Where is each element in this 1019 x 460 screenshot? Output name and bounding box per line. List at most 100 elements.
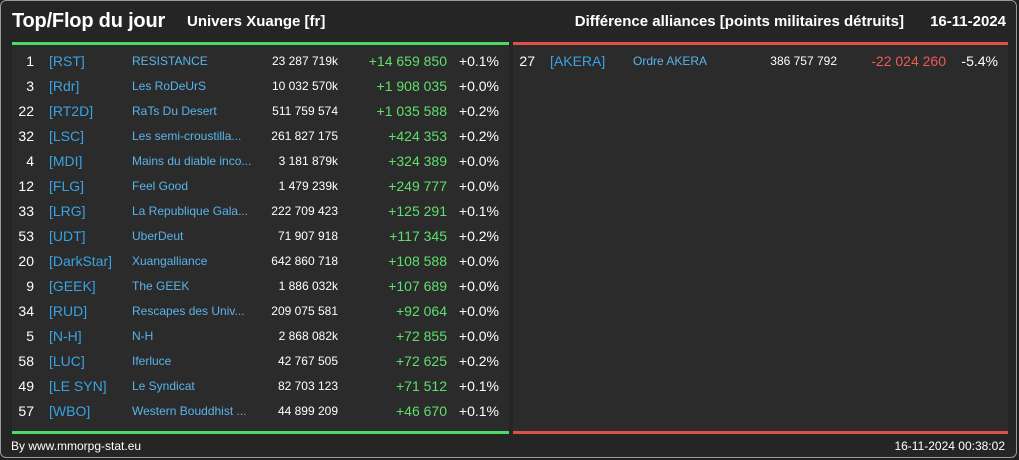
diff-cell: +14 659 850 xyxy=(368,53,447,69)
alliance-tag-link[interactable]: [RT2D] xyxy=(49,103,94,119)
table-row: 57 [WBO] Western Bouddhist ... 44 899 209 +4… xyxy=(12,399,509,424)
points-cell: 642 860 718 xyxy=(271,254,338,268)
points-cell: 222 709 423 xyxy=(271,204,338,218)
header: Top/Flop du jour Univers Xuange [fr] Dif… xyxy=(1,1,1016,41)
alliance-tag-link[interactable]: [LRG] xyxy=(49,203,86,219)
alliance-name-link[interactable]: Les RoDeUrS xyxy=(132,79,207,93)
alliance-name-link[interactable]: N-H xyxy=(132,329,154,343)
percent-cell: +0.1% xyxy=(458,403,499,419)
percent-cell: -5.4% xyxy=(961,53,998,69)
table-row: 53 [UDT] UberDeut 71 907 918 +117 345 +0.2% xyxy=(12,224,509,249)
rank-cell: 20 xyxy=(18,253,34,269)
alliance-tag-link[interactable]: [DarkStar] xyxy=(49,253,113,269)
alliance-name-link[interactable]: RESISTANCE xyxy=(132,54,208,68)
points-cell: 42 767 505 xyxy=(277,354,338,368)
table-row: 4 [MDI] Mains du diable inco... 3 181 879k +… xyxy=(12,149,509,174)
alliance-name-link[interactable]: Mains du diable inco... xyxy=(132,154,252,168)
percent-cell: +0.2% xyxy=(458,353,499,369)
table-row: 12 [FLG] Feel Good 1 479 239k +249 777 +0.0% xyxy=(12,174,509,199)
percent-cell: +0.0% xyxy=(458,153,499,169)
alliance-name-link[interactable]: The GEEK xyxy=(132,279,190,293)
rank-cell: 34 xyxy=(18,303,34,319)
table-row: 58 [LUC] Iferluce 42 767 505 +72 625 +0.2% xyxy=(12,349,509,374)
points-cell: 71 907 918 xyxy=(277,229,338,243)
alliance-name-link[interactable]: Xuangalliance xyxy=(132,254,208,268)
alliance-tag-link[interactable]: [AKERA] xyxy=(550,53,606,69)
alliance-tag-link[interactable]: [LSC] xyxy=(49,128,85,144)
percent-cell: +0.2% xyxy=(458,228,499,244)
alliance-tag-link[interactable]: [WBO] xyxy=(49,403,91,419)
alliance-name-link[interactable]: UberDeut xyxy=(132,229,184,243)
alliance-name-link[interactable]: Le Syndicat xyxy=(132,379,195,393)
points-cell: 44 899 209 xyxy=(277,404,338,418)
table-row: 27 [AKERA] Ordre AKERA 386 757 792 -22 024 2… xyxy=(513,49,1008,74)
percent-cell: +0.0% xyxy=(458,178,499,194)
alliance-tag-link[interactable]: [FLG] xyxy=(49,178,85,194)
alliance-tag-link[interactable]: [Rdr] xyxy=(49,78,80,94)
diff-cell: +125 291 xyxy=(388,203,447,219)
rank-cell: 22 xyxy=(18,103,34,119)
diff-cell: +117 345 xyxy=(389,228,447,244)
header-date: 16-11-2024 xyxy=(930,13,1006,30)
points-cell: 1 886 032k xyxy=(278,279,338,293)
points-cell: 10 032 570k xyxy=(271,79,338,93)
rank-cell: 1 xyxy=(26,53,34,69)
points-cell: 1 479 239k xyxy=(278,179,338,193)
rank-cell: 58 xyxy=(18,353,34,369)
rank-cell: 27 xyxy=(519,53,535,69)
alliance-tag-link[interactable]: [MDI] xyxy=(49,153,83,169)
diff-cell: +108 588 xyxy=(388,253,447,269)
ranking-title: Différence alliances [points militaires … xyxy=(574,13,904,30)
points-cell: 511 759 574 xyxy=(272,104,338,118)
table-row: 5 [N-H] N-H 2 868 082k +72 855 +0.0% xyxy=(12,324,509,349)
footer-timestamp: 16-11-2024 00:38:02 xyxy=(894,439,1005,453)
rank-cell: 9 xyxy=(26,278,34,294)
alliance-tag-link[interactable]: [GEEK] xyxy=(49,278,96,294)
percent-cell: +0.0% xyxy=(458,278,499,294)
points-cell: 2 868 082k xyxy=(278,329,338,343)
rank-cell: 49 xyxy=(18,378,34,394)
points-cell: 386 757 792 xyxy=(770,54,837,68)
percent-cell: +0.1% xyxy=(458,378,499,394)
table-row: 49 [LE SYN] Le Syndicat 82 703 123 +71 512 +0… xyxy=(12,374,509,399)
points-cell: 3 181 879k xyxy=(278,154,338,168)
rank-cell: 3 xyxy=(26,78,34,94)
table-row: 32 [LSC] Les semi-croustilla... 261 827 175… xyxy=(12,124,509,149)
alliance-name-link[interactable]: Iferluce xyxy=(132,354,172,368)
diff-cell: +107 689 xyxy=(388,278,447,294)
rank-cell: 32 xyxy=(18,128,34,144)
diff-cell: +1 035 588 xyxy=(376,103,447,119)
alliance-tag-link[interactable]: [N-H] xyxy=(49,328,82,344)
alliance-tag-link[interactable]: [LUC] xyxy=(49,353,85,369)
alliance-name-link[interactable]: Western Bouddhist ... xyxy=(132,404,247,418)
diff-cell: +249 777 xyxy=(388,178,447,194)
alliance-tag-link[interactable]: [RUD] xyxy=(49,303,88,319)
diff-cell: -22 024 260 xyxy=(871,53,946,69)
diff-cell: +424 353 xyxy=(388,128,447,144)
alliance-name-link[interactable]: Rescapes des Univ... xyxy=(132,304,245,318)
alliance-tag-link[interactable]: [UDT] xyxy=(49,228,86,244)
diff-cell: +1 908 035 xyxy=(376,78,447,94)
percent-cell: +0.2% xyxy=(458,103,499,119)
diff-cell: +92 064 xyxy=(396,303,447,319)
alliance-name-link[interactable]: Ordre AKERA xyxy=(633,54,708,68)
alliance-name-link[interactable]: RaTs Du Desert xyxy=(132,104,217,118)
percent-cell: +0.2% xyxy=(458,128,499,144)
universe-subtitle: Univers Xuange [fr] xyxy=(187,13,326,30)
footer-source: By www.mmorpg-stat.eu xyxy=(11,439,142,453)
table-row: 34 [RUD] Rescapes des Univ... 209 075 581 +9… xyxy=(12,299,509,324)
rank-cell: 4 xyxy=(26,153,34,169)
rank-cell: 12 xyxy=(18,178,34,194)
points-cell: 23 287 719k xyxy=(271,54,338,68)
percent-cell: +0.1% xyxy=(458,53,499,69)
alliance-name-link[interactable]: Feel Good xyxy=(132,179,189,193)
alliance-tag-link[interactable]: [RST] xyxy=(49,53,85,69)
alliance-tag-link[interactable]: [LE SYN] xyxy=(49,378,107,394)
flop-panel: 27 [AKERA] Ordre AKERA 386 757 792 -22 024 2… xyxy=(513,42,1008,434)
alliance-name-link[interactable]: La Republique Gala... xyxy=(132,204,249,218)
alliance-name-link[interactable]: Les semi-croustilla... xyxy=(132,129,242,143)
rank-cell: 57 xyxy=(18,403,34,419)
rank-cell: 33 xyxy=(18,203,34,219)
diff-cell: +324 389 xyxy=(388,153,447,169)
